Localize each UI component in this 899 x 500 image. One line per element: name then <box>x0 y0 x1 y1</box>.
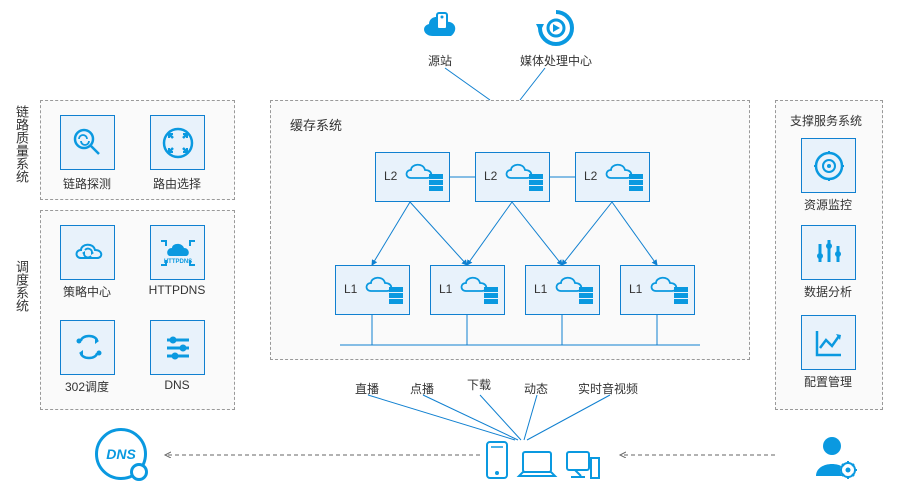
support-title: 支撑服务系统 <box>790 112 862 129</box>
config-box <box>801 315 856 370</box>
sliders-icon <box>161 331 195 365</box>
l2-node-0: L2 <box>375 152 450 202</box>
media-cycle-icon <box>531 8 581 48</box>
origin-label: 源站 <box>428 52 452 69</box>
laptop-icon <box>517 448 557 480</box>
302-label: 302调度 <box>52 378 122 395</box>
desktop-icon <box>565 448 601 480</box>
link-probe-box <box>60 115 115 170</box>
httpdns-icon: HTTPDNS <box>158 236 198 270</box>
phone-icon <box>485 440 509 480</box>
l1-0-label: L1 <box>344 282 357 296</box>
302-box <box>60 320 115 375</box>
cloud-db-icon <box>601 160 645 196</box>
l1-1-label: L1 <box>439 282 452 296</box>
config-label: 配置管理 <box>793 373 863 390</box>
302-icon <box>71 331 105 365</box>
cat-3: 动态 <box>524 380 548 397</box>
cloud-db-icon <box>401 160 445 196</box>
dns-label: DNS <box>142 378 212 392</box>
link-probe-label: 链路探测 <box>52 175 122 192</box>
cat-1: 点播 <box>410 380 434 397</box>
dns-badge: DNS <box>95 428 147 480</box>
media-center-top: 媒体处理中心 <box>520 8 592 69</box>
policy-center-label: 策略中心 <box>52 283 122 300</box>
cloud-db-icon <box>551 273 595 309</box>
route-select-label: 路由选择 <box>142 175 212 192</box>
user-gear-icon <box>810 432 860 487</box>
l1-node-1: L1 <box>430 265 505 315</box>
cloud-db-icon <box>646 273 690 309</box>
httpdns-label: HTTPDNS <box>142 283 212 297</box>
l2-1-label: L2 <box>484 169 497 183</box>
cat-2: 下载 <box>467 376 491 393</box>
cache-panel <box>270 100 750 360</box>
route-select-box <box>150 115 205 170</box>
link-probe-icon <box>71 126 105 160</box>
cloud-db-icon <box>361 273 405 309</box>
cloud-db-icon <box>501 160 545 196</box>
route-select-icon <box>161 126 195 160</box>
cloud-db-icon <box>456 273 500 309</box>
policy-center-box <box>60 225 115 280</box>
eye-target-icon <box>812 149 846 183</box>
schedule-section-label: 调度系统 <box>12 260 31 312</box>
chart-line-icon <box>812 326 846 360</box>
analytics-label: 数据分析 <box>793 283 863 300</box>
l2-2-label: L2 <box>584 169 597 183</box>
l1-node-2: L1 <box>525 265 600 315</box>
l1-node-0: L1 <box>335 265 410 315</box>
l1-3-label: L1 <box>629 282 642 296</box>
l2-node-2: L2 <box>575 152 650 202</box>
httpdns-box: HTTPDNS <box>150 225 205 280</box>
media-label: 媒体处理中心 <box>520 52 592 69</box>
cat-0: 直播 <box>355 380 379 397</box>
l1-2-label: L1 <box>534 282 547 296</box>
l2-node-1: L2 <box>475 152 550 202</box>
monitor-box <box>801 138 856 193</box>
cloud-sync-icon <box>71 236 105 270</box>
l1-node-3: L1 <box>620 265 695 315</box>
monitor-label: 资源监控 <box>793 196 863 213</box>
devices <box>485 440 601 480</box>
dns-box <box>150 320 205 375</box>
svg-text:HTTPDNS: HTTPDNS <box>163 259 191 265</box>
origin-top: 源站 <box>415 8 465 69</box>
cat-4: 实时音视频 <box>578 380 638 397</box>
cache-title: 缓存系统 <box>290 115 342 134</box>
cloud-server-icon <box>415 8 465 48</box>
analytics-box <box>801 225 856 280</box>
l2-0-label: L2 <box>384 169 397 183</box>
bars-icon <box>812 236 846 270</box>
quality-section-label: 链路质量系统 <box>12 105 31 183</box>
